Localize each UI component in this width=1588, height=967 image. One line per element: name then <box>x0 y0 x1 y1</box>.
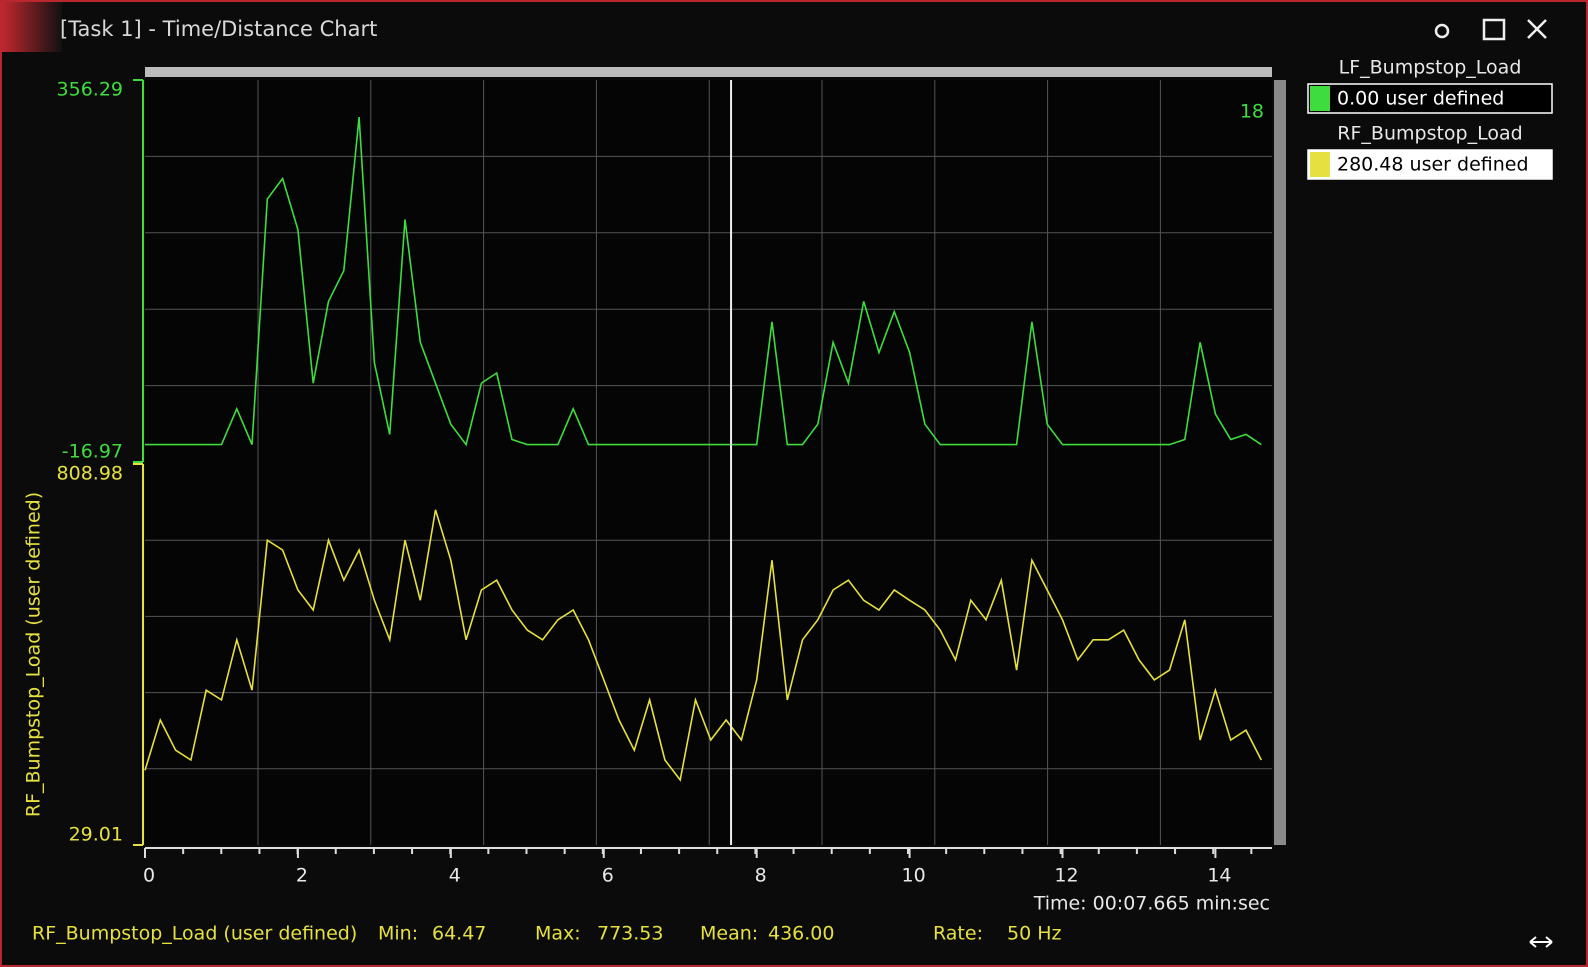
window-controls[interactable] <box>1434 18 1547 41</box>
window-title: [Task 1] - Time/Distance Chart <box>60 17 377 41</box>
legend-box[interactable] <box>1307 83 1553 114</box>
series-line <box>145 117 1262 447</box>
resize-icon[interactable] <box>1529 936 1553 948</box>
close-button[interactable] <box>1527 19 1547 39</box>
status-max-label: Max: <box>535 923 581 945</box>
legend-readout: 0.00 user defined <box>1337 88 1504 110</box>
x-tick-label: 4 <box>449 865 461 887</box>
cursor-label: Time: 00:07.665 min:sec <box>1033 893 1270 915</box>
x-tick-label: 0 <box>143 865 155 887</box>
legend-swatch <box>1310 86 1330 111</box>
status-mean: 436.00 <box>768 923 834 945</box>
plot-area <box>145 80 1272 845</box>
annotation: 18 <box>1240 101 1264 123</box>
status-mean-label: Mean: <box>700 923 758 945</box>
x-tick-label: 12 <box>1054 865 1078 887</box>
legend-name: RF_Bumpstop_Load <box>1337 123 1522 145</box>
y-tick-label: -16.97 <box>62 441 123 463</box>
status-min-label: Min: <box>378 923 418 945</box>
x-tick-label: 6 <box>602 865 614 887</box>
side-bar[interactable] <box>1274 80 1286 845</box>
scroll-bar[interactable] <box>145 67 1272 77</box>
title-accent <box>2 2 62 52</box>
y-axis-label: RF_Bumpstop_Load (user defined) <box>23 492 45 817</box>
series-line <box>144 509 1263 782</box>
legend-swatch <box>1310 152 1330 177</box>
x-tick-label: 10 <box>901 865 925 887</box>
status-max: 773.53 <box>597 923 663 945</box>
pin-button[interactable] <box>1434 23 1450 39</box>
status-rate-label: Rate: <box>933 923 983 945</box>
x-tick-label: 2 <box>296 865 308 887</box>
legend-box[interactable] <box>1307 149 1553 180</box>
status-rate: 50 Hz <box>1007 923 1062 945</box>
x-tick-label: 14 <box>1207 865 1231 887</box>
x-tick-label: 8 <box>755 865 767 887</box>
y-tick-label: 808.98 <box>57 463 123 485</box>
status-name: RF_Bumpstop_Load (user defined) <box>32 923 357 945</box>
y-tick-label: 356.29 <box>57 79 123 101</box>
legend-name: LF_Bumpstop_Load <box>1339 57 1522 79</box>
legend-readout: 280.48 user defined <box>1337 154 1529 176</box>
status-min: 64.47 <box>432 923 486 945</box>
y-tick-label: 29.01 <box>69 824 123 846</box>
maximize-button[interactable] <box>1482 18 1506 41</box>
